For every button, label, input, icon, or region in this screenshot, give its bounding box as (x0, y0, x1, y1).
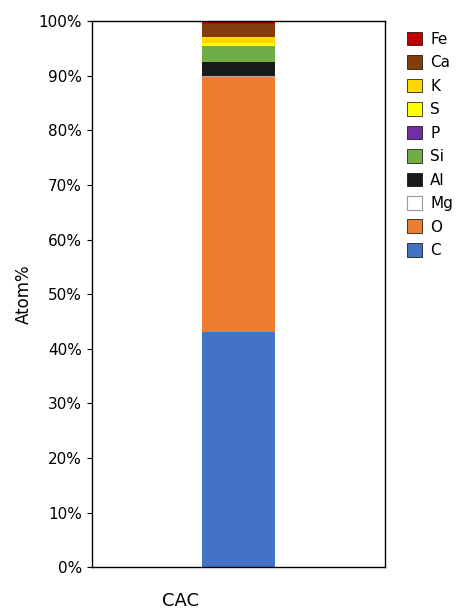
Y-axis label: Atom%: Atom% (15, 264, 33, 324)
Legend: Fe, Ca, K, S, P, Si, Al, Mg, O, C: Fe, Ca, K, S, P, Si, Al, Mg, O, C (404, 28, 456, 261)
Bar (201, 24, 275, 38)
Bar (201, 43, 275, 46)
Bar (201, 46, 275, 62)
Bar (201, 333, 275, 567)
Text: CAC: CAC (162, 592, 199, 610)
Bar (201, 21, 275, 24)
Bar (201, 62, 275, 76)
Bar (201, 76, 275, 333)
Bar (201, 38, 275, 43)
